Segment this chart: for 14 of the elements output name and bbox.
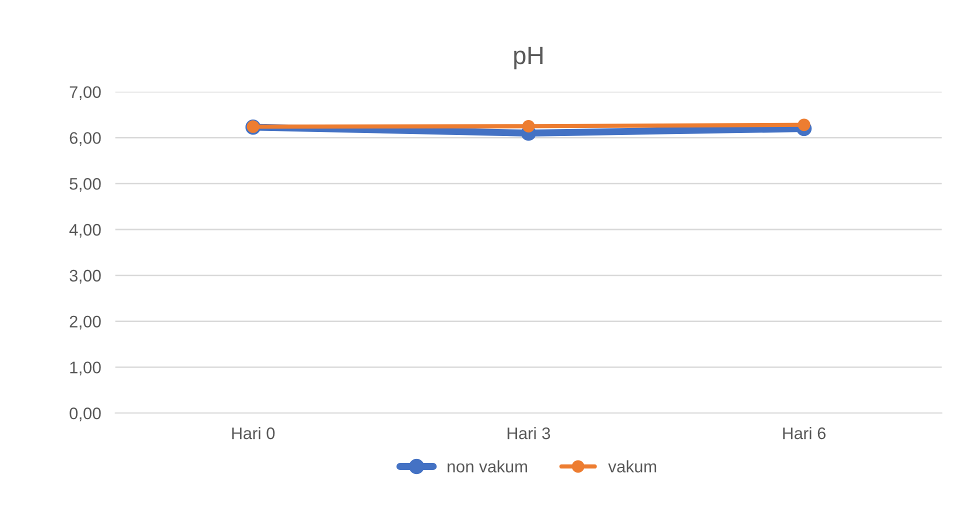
y-tick-label: 6,00 [70, 132, 101, 146]
y-tick-label: 0,00 [70, 408, 101, 422]
x-tick-label: Hari 3 [508, 426, 550, 440]
y-tick-label: 4,00 [69, 224, 101, 238]
legend-label: non vakum [448, 460, 528, 472]
x-tick-label: Hari 6 [783, 426, 826, 440]
y-tick-label: 5,00 [70, 178, 101, 192]
chart-title: pH [514, 46, 542, 70]
y-tick-label: 1,00 [70, 362, 101, 376]
y-tick-label: 3,00 [70, 270, 101, 284]
legend-label: vakum [608, 460, 656, 472]
y-tick-label: 2,00 [70, 316, 101, 330]
y-tick-label: 7,00 [70, 86, 101, 100]
x-tick-label: Hari 0 [232, 426, 275, 440]
